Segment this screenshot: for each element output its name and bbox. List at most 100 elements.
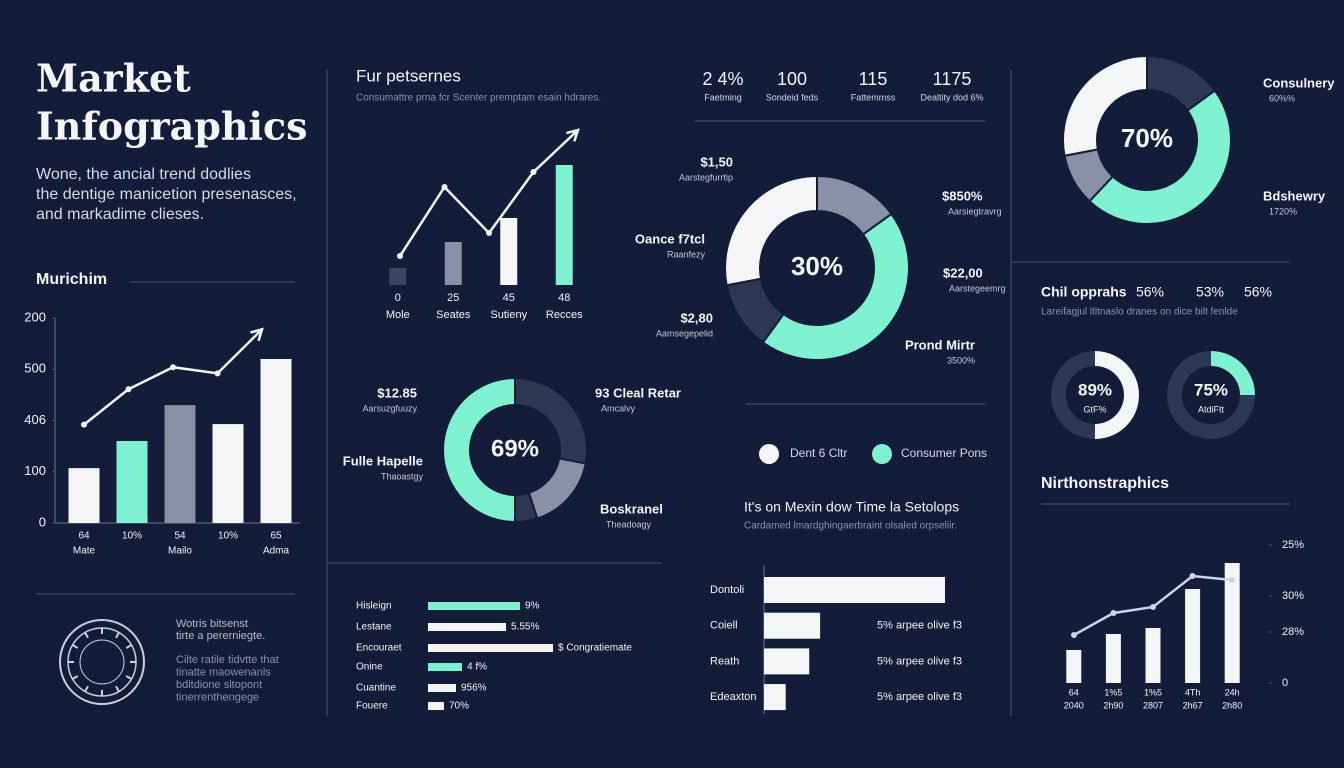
value-label: 9% <box>525 601 540 612</box>
bar <box>164 405 196 523</box>
segment-sub-label: Aarsuzgfuuzy <box>362 403 417 413</box>
x-sub-label: 2040 <box>1064 700 1084 710</box>
donut-segment <box>1095 351 1139 439</box>
segment-sub-label: Aarstegeemrg <box>949 283 1006 293</box>
x-tick-label: 0 <box>395 292 401 304</box>
bar <box>116 441 148 523</box>
y-tick-label: 0 <box>1282 677 1288 689</box>
value-label: 956% <box>461 683 487 694</box>
bar <box>1105 634 1121 683</box>
description: and markadime clieses. <box>36 206 204 223</box>
chart-title: Fur petsernes <box>356 66 461 85</box>
x-sub-label: Seates <box>436 309 471 321</box>
segment-label: $2,80 <box>680 310 713 325</box>
section-title: Chil opprahs <box>1041 284 1127 300</box>
bar-note: 5% arpee olive f3 <box>877 620 962 632</box>
x-tick-label: 24h <box>1225 687 1240 697</box>
bar <box>260 359 292 523</box>
center-label: 75% <box>1194 380 1228 399</box>
trend-point <box>486 230 492 236</box>
center-label: 69% <box>491 435 539 462</box>
clock-tick <box>84 632 89 639</box>
y-tick-label: 0 <box>39 514 46 529</box>
legend-swatch <box>759 444 779 464</box>
bar <box>1145 628 1161 683</box>
bar <box>444 242 462 285</box>
clock-tick <box>72 644 79 649</box>
note-body: tinerrenthengege <box>176 691 259 703</box>
chart-subtitle: Cardamed lmardghingaerbraint olsaled orp… <box>744 521 957 532</box>
trend-arrow <box>566 128 580 142</box>
value-label: 70% <box>449 701 469 712</box>
chart-title: It's on Mexin dow Time la Setolops <box>744 499 959 515</box>
clock-tick <box>115 685 120 692</box>
segment-label: 93 Cleal Retar <box>595 385 681 400</box>
note-body: bditdione sitopont <box>176 679 262 691</box>
segment-sub-label: 3500% <box>947 355 975 365</box>
trend-point <box>1189 573 1196 579</box>
segment-label: Fulle Hapelle <box>343 453 423 468</box>
bar <box>500 218 518 285</box>
value-label: 4 f% <box>467 662 487 673</box>
donut-segment <box>441 376 516 524</box>
trend-point <box>1110 610 1117 616</box>
donut-segment <box>1167 351 1255 439</box>
figure: 56% <box>1136 284 1164 300</box>
x-sub-label: Mate <box>73 546 96 557</box>
trend-point <box>125 386 132 393</box>
dividers <box>36 70 1290 716</box>
category-label: Fouere <box>356 701 388 712</box>
y-tick-label: 30% <box>1282 590 1304 602</box>
stat-label: Sondeid feds <box>766 92 819 102</box>
x-tick-label: 48 <box>558 292 570 304</box>
note-body: Cilte ratile tidvtte that <box>176 654 279 666</box>
bar-note: 5% arpee olive f3 <box>877 691 962 703</box>
segment-label: $12.85 <box>377 385 417 400</box>
bar <box>764 577 945 603</box>
center-label: 30% <box>791 251 843 281</box>
bar <box>428 663 462 671</box>
donut-segment <box>1050 351 1095 439</box>
subtitle: Lareifagjul ltltnaslo dranes on dice bil… <box>1041 307 1238 318</box>
description: Wone, the ancial trend dodlies <box>36 166 251 183</box>
center-label: 89% <box>1078 380 1112 399</box>
bar <box>212 424 244 523</box>
segment-label: Prond Mirtr <box>905 337 975 352</box>
segment-label: $22,00 <box>943 265 983 280</box>
note-lead: tirte a pererniegte. <box>176 630 265 642</box>
segment-sub-label: 60%% <box>1269 93 1295 103</box>
segment-sub-label: Theadoagy <box>606 519 652 529</box>
category-label: Encouraet <box>356 643 402 654</box>
x-tick-label: 4Th <box>1185 687 1201 697</box>
trend-point <box>397 253 403 259</box>
title: Infographics <box>36 104 307 149</box>
bar <box>764 684 786 711</box>
segment-label: Oance f7tcl <box>635 231 705 246</box>
clock-tick <box>84 685 89 692</box>
category-label: Dontoli <box>710 584 744 596</box>
bar <box>764 648 810 675</box>
bar <box>1224 563 1240 683</box>
x-tick-label: 65 <box>270 531 282 542</box>
segment-sub-label: Raanfezy <box>667 249 706 259</box>
trend-point <box>214 370 221 377</box>
y-tick-label: 28% <box>1282 626 1304 638</box>
x-tick-label: 45 <box>503 292 515 304</box>
stat-value: 2 4% <box>702 69 743 89</box>
x-tick-label: 64 <box>78 531 90 542</box>
note-body: tinatte maowenanls <box>176 666 271 678</box>
clock-tick <box>125 644 132 649</box>
bar <box>1066 650 1082 683</box>
category-label: Lestane <box>356 622 392 633</box>
trend-point <box>170 364 176 371</box>
donut-segment <box>724 174 818 287</box>
center-sub-label: AtdiFtt <box>1198 404 1225 414</box>
trend-point <box>1150 604 1156 610</box>
donut-segment <box>1088 89 1233 225</box>
x-sub-label: 2h67 <box>1183 700 1203 710</box>
x-sub-label: Sutieny <box>490 309 527 321</box>
segment-sub-label: Amcalvy <box>601 403 636 413</box>
category-label: Cuantine <box>356 683 396 694</box>
chart-title: Nirthonstraphics <box>1041 475 1169 492</box>
